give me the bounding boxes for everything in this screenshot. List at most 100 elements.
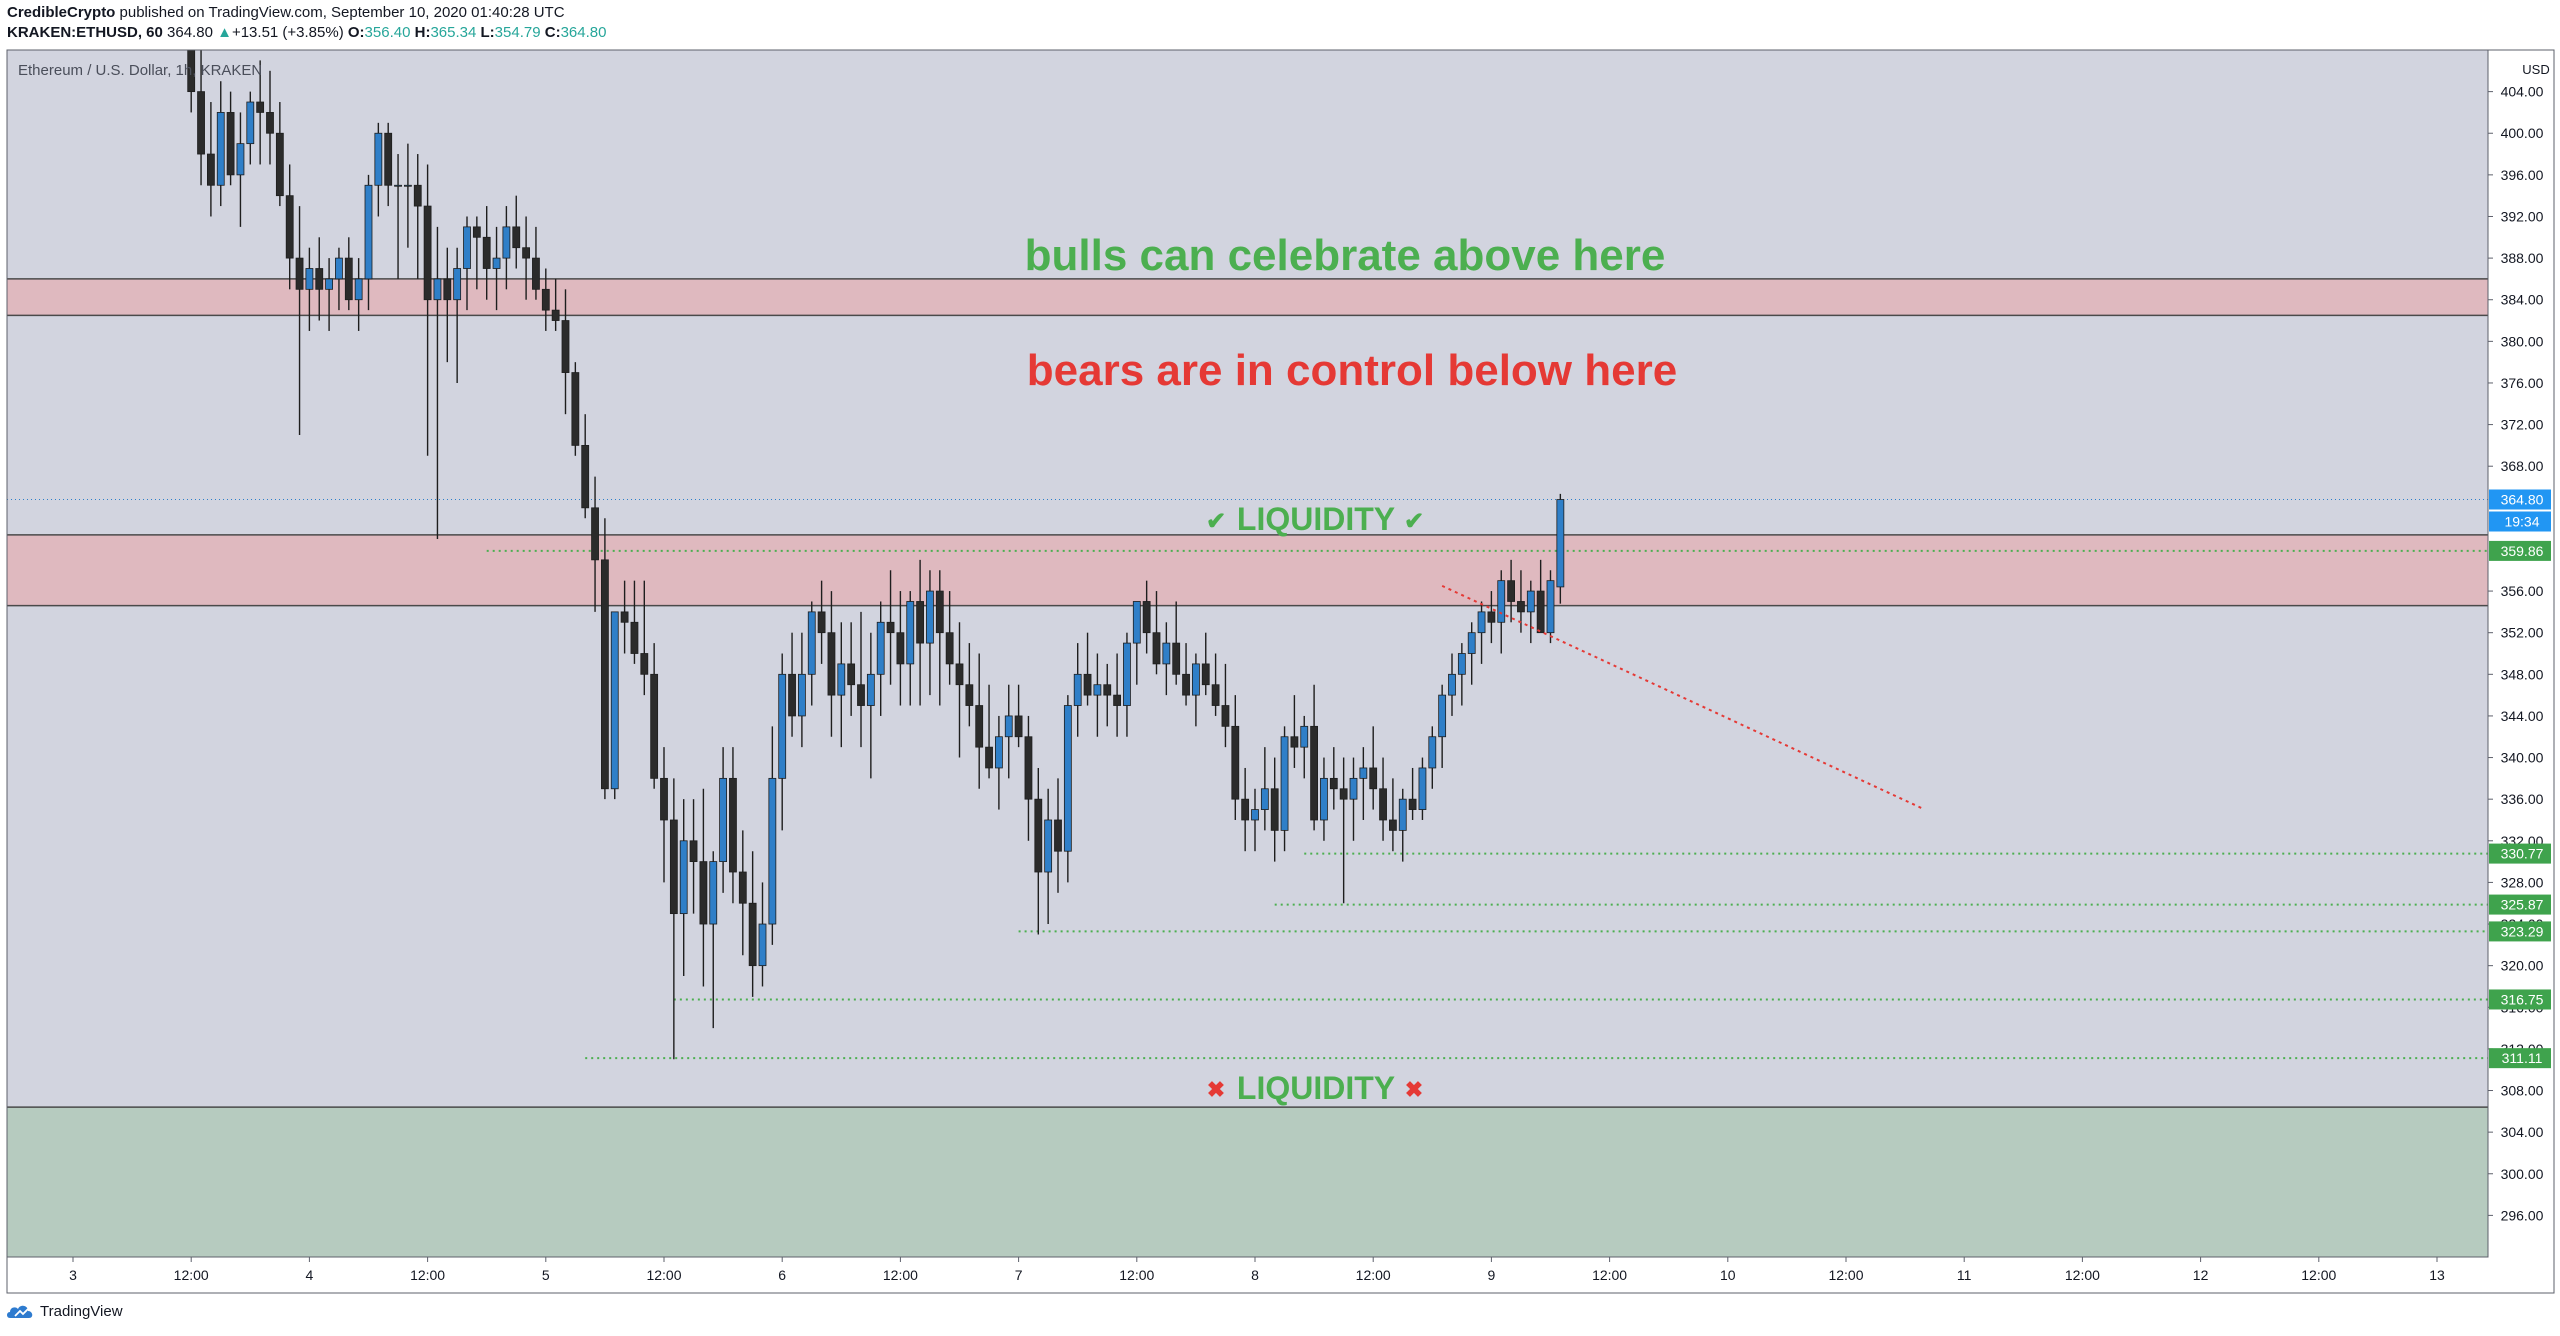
bear-candle xyxy=(916,601,924,644)
bear-candle xyxy=(1113,694,1121,706)
liquidity-price-tag: 325.87 xyxy=(2501,897,2544,913)
time-tick-label: 7 xyxy=(1015,1267,1023,1283)
bear-candle xyxy=(206,153,215,186)
bull-candle xyxy=(1093,684,1102,696)
bull-candle xyxy=(1192,663,1200,696)
bull-candle xyxy=(719,777,727,863)
time-tick-label: 12:00 xyxy=(646,1267,681,1283)
bull-candle xyxy=(1359,767,1368,779)
bear-candle xyxy=(660,777,668,821)
price-tick-label: 372.00 xyxy=(2501,417,2544,433)
bull-candle xyxy=(1546,580,1555,634)
bear-candle xyxy=(1172,642,1181,675)
countdown-tag: 19:34 xyxy=(2504,514,2539,530)
liquidity-price-tag: 330.77 xyxy=(2501,846,2544,862)
bear-candle xyxy=(1310,725,1318,821)
bull-candle xyxy=(453,268,462,301)
cross-icon: ✖ xyxy=(1405,1077,1423,1102)
liquidity-bottom-label: LIQUIDITY xyxy=(1237,1070,1395,1106)
bear-candle xyxy=(1054,819,1062,852)
time-tick-label: 9 xyxy=(1488,1267,1496,1283)
bull-candle xyxy=(335,257,343,280)
price-tick-label: 340.00 xyxy=(2501,750,2544,766)
annotations-layer: bulls can celebrate above here bears are … xyxy=(1025,231,1678,1106)
bear-candle xyxy=(571,372,580,446)
bull-candle xyxy=(906,601,915,665)
bull-candle xyxy=(502,226,511,259)
time-tick-label: 3 xyxy=(69,1267,77,1283)
last-price-tag: 364.80 xyxy=(2501,492,2544,508)
bear-candle xyxy=(965,684,974,706)
bear-candle xyxy=(975,705,984,748)
time-tick-label: 4 xyxy=(306,1267,314,1283)
trendline-layer xyxy=(1441,584,1926,811)
liquidity-price-tag: 311.11 xyxy=(2502,1050,2543,1066)
levels-layer xyxy=(7,499,2488,1060)
bull-candle xyxy=(1004,715,1013,738)
bull-candle xyxy=(1457,653,1466,675)
bear-candle xyxy=(630,621,639,654)
bear-candle xyxy=(1142,601,1151,634)
bear-candle xyxy=(1201,663,1210,686)
up-arrow-icon: ▲ xyxy=(217,24,232,41)
bear-candle xyxy=(344,257,353,301)
bull-candle xyxy=(364,184,373,280)
bear-candle xyxy=(1379,788,1387,821)
bear-candle xyxy=(482,236,491,269)
outer-frame xyxy=(6,49,2555,1294)
bear-candle xyxy=(384,132,393,186)
candles-layer xyxy=(187,49,1565,1060)
bear-candle xyxy=(561,320,570,373)
price-tick-label: 348.00 xyxy=(2501,666,2544,682)
bear-candle xyxy=(847,663,856,686)
bull-candle xyxy=(926,590,934,644)
support-zone xyxy=(7,1107,2488,1257)
currency-label: USD xyxy=(2522,62,2549,77)
time-tick-label: 12:00 xyxy=(174,1267,209,1283)
price-change: +13.51 (+3.85%) xyxy=(231,24,344,41)
brand-name: TradingView xyxy=(40,1302,123,1320)
bear-candle xyxy=(295,257,304,290)
liquidity-price-tag-bg xyxy=(2489,921,2551,942)
bear-candle xyxy=(601,559,609,790)
ohlc-bar: KRAKEN:ETHUSD, 60 364.80 ▲+13.51 (+3.85%… xyxy=(7,24,606,41)
bear-candle xyxy=(1536,590,1545,634)
bull-candle xyxy=(246,101,255,145)
bull-candle xyxy=(1448,673,1456,696)
low-value: 354.79 xyxy=(494,24,541,41)
bear-candle xyxy=(256,101,265,113)
bear-candle xyxy=(1270,788,1279,831)
tradingview-cloud-icon xyxy=(7,1305,33,1318)
liquidity-price-tag-bg xyxy=(2489,894,2551,915)
author-name[interactable]: CredibleCrypto xyxy=(7,4,116,21)
bear-candle xyxy=(1014,715,1023,738)
bull-candle xyxy=(394,184,402,187)
time-tick-label: 6 xyxy=(778,1267,786,1283)
time-tick-label: 12:00 xyxy=(1592,1267,1627,1283)
bear-candle xyxy=(1389,819,1397,831)
bull-candle xyxy=(768,777,777,925)
price-tick-label: 320.00 xyxy=(2501,958,2544,974)
bear-candle xyxy=(748,902,757,967)
last-price-tag-bg xyxy=(2489,489,2551,510)
bull-candle xyxy=(463,226,471,269)
price-tick-label: 376.00 xyxy=(2501,375,2544,391)
bear-candle xyxy=(522,247,530,259)
cross-icon: ✖ xyxy=(1207,1077,1225,1102)
time-tick-label: 12:00 xyxy=(410,1267,445,1283)
bull-candle xyxy=(679,840,688,915)
liquidity-price-tag-bg xyxy=(2489,1048,2551,1069)
trendline xyxy=(1441,584,1926,811)
bull-candle xyxy=(216,112,225,186)
close-value: 364.80 xyxy=(560,24,607,41)
open-label: O: xyxy=(347,24,365,41)
high-value: 365.34 xyxy=(430,24,477,41)
bear-candle xyxy=(1182,673,1190,696)
bull-candle xyxy=(492,257,501,269)
tradingview-logo[interactable]: TradingView xyxy=(6,1302,123,1320)
price-tick-label: 308.00 xyxy=(2501,1083,2544,1099)
bear-candle xyxy=(1369,767,1378,790)
bear-candle xyxy=(591,507,599,561)
bull-candle xyxy=(837,663,846,696)
